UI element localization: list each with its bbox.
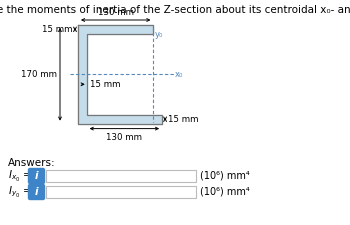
Text: 170 mm: 170 mm (21, 70, 57, 79)
FancyBboxPatch shape (28, 169, 44, 184)
Polygon shape (78, 25, 162, 124)
Text: 130 mm: 130 mm (98, 8, 134, 17)
Text: i: i (35, 171, 38, 181)
Text: 15 mm: 15 mm (42, 25, 72, 34)
Text: 130 mm: 130 mm (106, 133, 142, 142)
FancyBboxPatch shape (28, 184, 44, 200)
Text: 15 mm: 15 mm (168, 115, 198, 124)
Text: $I_{y_0}$ =: $I_{y_0}$ = (8, 184, 32, 199)
FancyBboxPatch shape (46, 186, 196, 198)
Text: Determine the moments of inertia of the Z-section about its centroidal x₀- and y: Determine the moments of inertia of the … (0, 5, 350, 15)
Text: (10⁶) mm⁴: (10⁶) mm⁴ (200, 171, 250, 181)
FancyBboxPatch shape (46, 170, 196, 182)
Text: y₀: y₀ (154, 30, 163, 39)
Text: Answers:: Answers: (8, 158, 56, 168)
Text: 15 mm: 15 mm (90, 80, 120, 89)
Text: $I_{x_0}$ =: $I_{x_0}$ = (8, 169, 32, 184)
Text: i: i (35, 187, 38, 197)
Text: x₀: x₀ (175, 70, 183, 79)
Text: (10⁶) mm⁴: (10⁶) mm⁴ (200, 187, 250, 197)
